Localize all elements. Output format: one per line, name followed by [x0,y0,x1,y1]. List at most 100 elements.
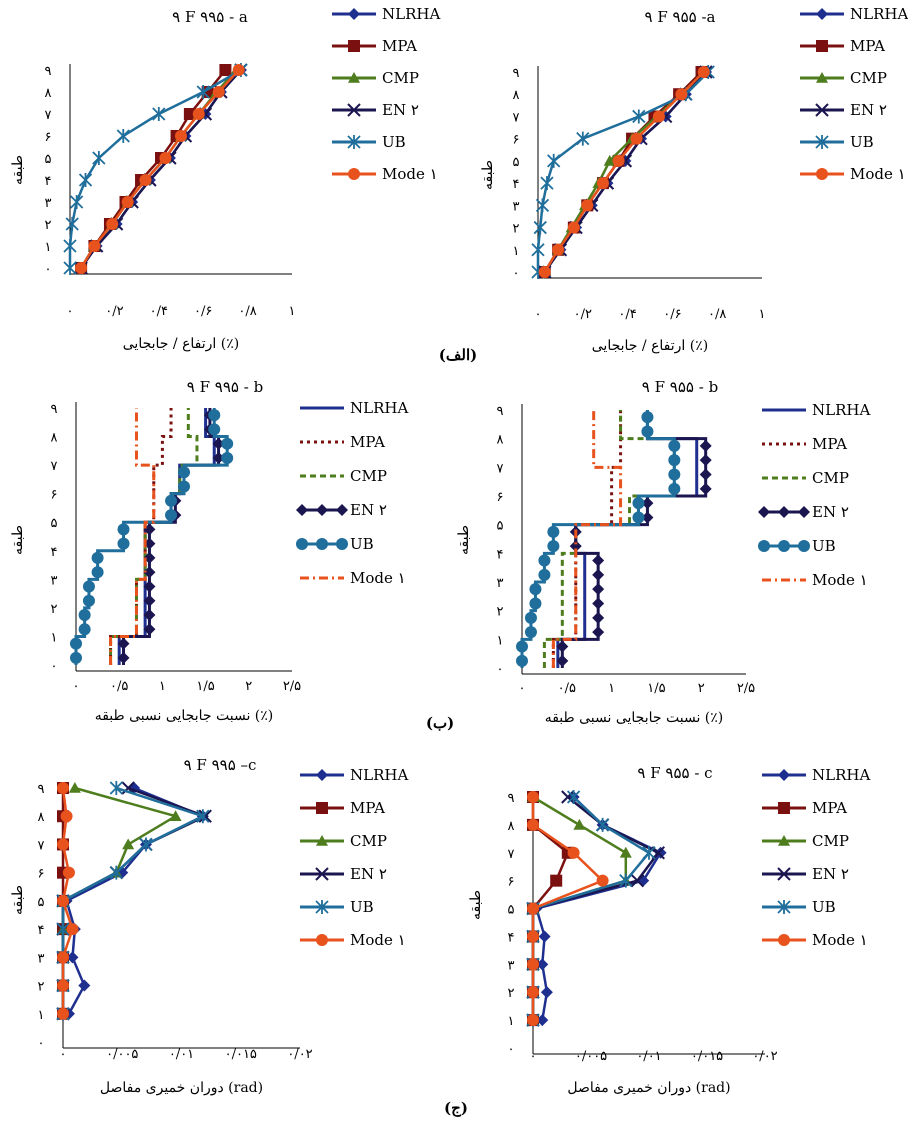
data-point [524,611,537,624]
data-point [619,873,633,888]
legend-label: NLRHA [350,766,408,784]
y-tick-label: ۸ [45,86,52,101]
data-point [196,809,210,824]
series-line [80,69,242,269]
data-point [143,609,156,622]
legend: NLRHA MPA CMP EN ۲ UB Mode ۱ [300,766,408,949]
data-point [547,540,560,553]
y-tick-label: ۶ [513,133,520,148]
chart-c995: ۹ F ۹۹۵ –c ۰ ۱ ۲ ۳ ۴ ۵ ۶ ۷ ۸ ۹ طبقه ۰ ۰/۰۰۵ ۰/۰۱ ۰/۰۱۵ ۰… [10,756,408,1096]
series-CMP [57,782,182,1019]
data-point [592,597,605,610]
legend-marker [777,867,791,881]
legend-marker [815,135,829,149]
chart-title: ۹ F ۹۹۵ - a [172,8,248,26]
y-tick-label: ۶ [508,875,515,890]
y-tick-label: ۷ [497,461,504,476]
series-line [531,797,605,1021]
y-tick-label: ۳ [51,573,58,588]
y-tick-label: ۶ [38,867,45,882]
chart-title: ۹ F ۹۵۵ - c [637,764,712,782]
legend-marker [316,538,328,550]
legend: NLRHA MPA CMP EN ۲ UB Mode ۱ [800,5,908,183]
data-point [60,810,73,823]
data-point [538,568,551,581]
data-point [538,266,551,278]
legend: NLRHA MPA CMP EN ۲ UB Mode ۱ [296,399,408,587]
legend-marker [336,538,348,550]
y-tick-label: ۱ [508,1014,515,1029]
x-tick-label: ۰/۰۱۵ [225,1047,257,1062]
data-point [117,637,130,650]
legend-label: NLRHA [812,766,870,784]
section-label: (ج) [444,1099,468,1117]
legend-marker [816,168,828,180]
data-point [699,482,712,495]
y-tick-label: ۵ [45,152,52,167]
legend-marker [778,802,790,814]
data-point [632,511,645,524]
data-point [78,623,91,636]
y-axis-label: طبقه [468,890,484,920]
y-tick-label: ۹ [51,402,58,417]
data-point [178,480,190,493]
y-tick-label: ۵ [38,895,45,910]
x-tick-label: ۰/۶ [663,307,681,322]
x-tick-label: ۰/۰۱۵ [691,1049,723,1064]
legend-label: NLRHA [812,401,870,419]
series-line [117,408,216,665]
legend-label: CMP [812,469,849,487]
data-point [630,873,645,888]
legend-label: UB [812,898,836,916]
legend-marker [815,103,829,117]
data-point [82,594,95,607]
data-point [535,198,550,213]
legend-marker [348,72,360,83]
data-point [699,454,712,467]
legend-label: NLRHA [850,5,908,23]
series-NLRHA [60,782,209,1020]
series-line [551,410,623,668]
y-tick-label: ۰ [513,266,520,281]
data-point [82,580,95,593]
y-tick-label: ۹ [38,782,45,797]
legend-marker [316,802,328,814]
data-point [183,108,196,120]
legend: NLRHA MPA CMP EN ۲ UB Mode ۱ [332,5,440,183]
legend: NLRHA MPA CMP EN ۲ UB Mode ۱ [758,401,870,589]
series-Mode1 [551,410,623,668]
series-line [543,71,705,273]
data-point [536,958,549,971]
y-tick-label: ۹ [45,64,52,79]
y-tick-label: ۳ [508,958,515,973]
x-tick-label: ۰ [67,304,74,319]
data-point [117,651,130,664]
legend-label: Mode ۱ [382,165,438,183]
legend-marker [316,769,328,781]
legend-marker [316,835,328,846]
data-point [524,626,537,639]
data-point [592,611,605,624]
series-line [542,410,676,668]
data-point [527,902,539,915]
legend-marker [777,900,791,914]
data-point [516,654,528,667]
data-point [576,131,590,146]
x-tick-label: ۰/۸ [708,307,726,322]
data-point [63,239,77,253]
data-point [668,468,681,481]
series-line [531,796,661,1021]
x-axis-label: ارتفاع / جابجایی (٪) [123,336,239,352]
series-Mode1 [57,782,79,1020]
legend-label: MPA [812,435,847,453]
y-tick-label: ۳ [38,951,45,966]
y-axis-label: طبقه [10,885,26,915]
data-point [592,568,605,581]
data-point [668,454,681,467]
data-point [540,986,553,999]
data-point [561,790,575,804]
legend-marker [348,168,360,180]
data-point [527,958,539,971]
legend-label: UB [850,133,874,151]
legend-marker [778,835,790,846]
